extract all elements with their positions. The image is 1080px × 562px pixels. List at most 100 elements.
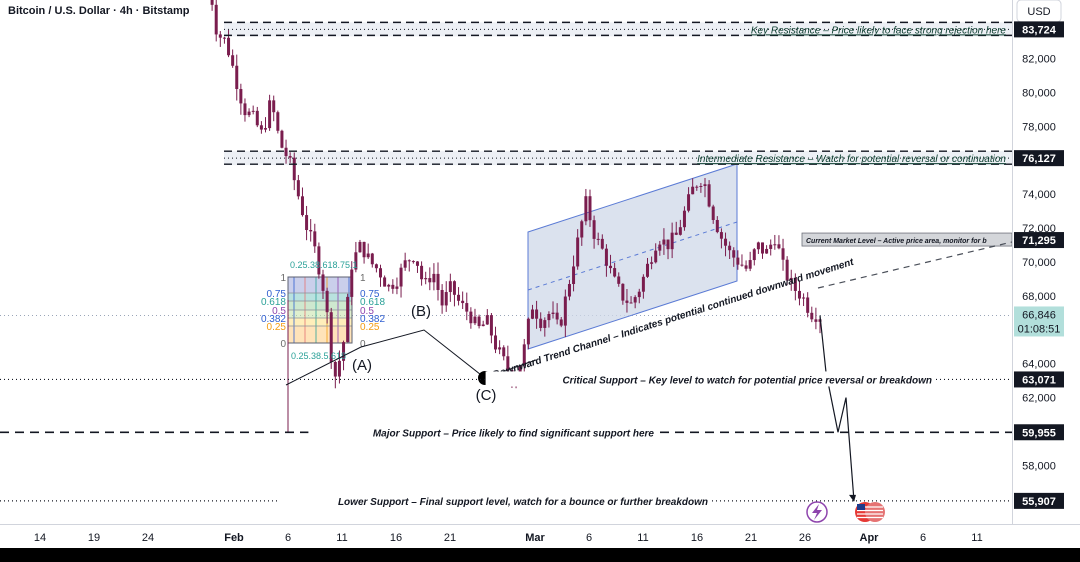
candle-body (309, 230, 313, 232)
level-price-tag (1014, 371, 1064, 388)
candle-body (670, 232, 674, 250)
candle-body (366, 253, 370, 258)
y-tick-label: 78,000 (1022, 121, 1056, 133)
level-price-tag (1014, 150, 1064, 167)
candle-body (744, 265, 748, 269)
bottom-bar (0, 548, 1080, 562)
level-annotation-bg (485, 371, 936, 387)
level-price-tag (1014, 492, 1064, 509)
candle-body (555, 312, 559, 320)
candle-body (399, 267, 403, 287)
candle-body (424, 278, 428, 280)
y-tick-label: 70,000 (1022, 257, 1056, 269)
candle-body (547, 313, 551, 321)
candle-body (592, 220, 596, 239)
fib-band (288, 326, 352, 343)
candle-body (506, 356, 510, 370)
candle-body (596, 238, 600, 240)
candle-body (485, 315, 489, 325)
candle-body (551, 312, 555, 314)
x-tick-label: 21 (745, 532, 757, 544)
x-tick-label: 11 (637, 532, 648, 544)
candle-body (239, 89, 243, 104)
candle-body (300, 196, 304, 216)
candle-body (703, 184, 707, 187)
candle-body (210, 0, 214, 5)
candle-body (342, 342, 346, 361)
candle-body (572, 266, 576, 285)
y-tick-label: 62,000 (1022, 393, 1056, 405)
level-annotation: Intermediate Resistance – Watch for pote… (697, 154, 1006, 165)
candle-body (498, 347, 502, 350)
candle-body (522, 344, 526, 366)
x-tick-label: Feb (224, 532, 244, 544)
candle-body (284, 147, 288, 157)
candle-body (707, 184, 711, 207)
candle-body (457, 294, 461, 301)
x-tick-label: 14 (34, 532, 46, 544)
candle-body (448, 281, 452, 293)
candle-body (543, 320, 547, 328)
candle-body (432, 273, 436, 283)
fib-band (288, 277, 352, 293)
fib-level-label-right: 0.75 (360, 289, 380, 300)
wave-label: (B) (411, 303, 431, 320)
candle-body (645, 263, 649, 277)
candle-body (383, 277, 387, 287)
candle-body (559, 319, 563, 326)
candle-body (658, 244, 662, 251)
candle-body (666, 239, 670, 250)
x-tick-label: 16 (691, 532, 703, 544)
candle-body (333, 362, 337, 377)
candle-body (736, 257, 740, 265)
candle-body (633, 297, 637, 303)
candle-body (691, 186, 695, 195)
candle-body (781, 248, 785, 260)
candle-body (313, 231, 317, 247)
countdown-label: 01:08:51 (1018, 323, 1061, 335)
candle-body (687, 194, 691, 211)
fib-level-label-left: 1 (280, 273, 286, 284)
current-price-label: 66,846 (1022, 309, 1056, 321)
candle-body (272, 100, 276, 113)
candle-body (584, 196, 588, 222)
candle-body (337, 360, 341, 377)
level-annotation: Key Resistance – Price likely to face st… (751, 25, 1007, 36)
candle-body (329, 312, 333, 363)
candle-body (440, 289, 444, 306)
candle-body (218, 34, 222, 38)
y-tick-label: 64,000 (1022, 359, 1056, 371)
candle-body (489, 315, 493, 336)
candle-body (806, 297, 810, 313)
fib-level-label-left: 0 (280, 339, 286, 350)
y-tick-label: 68,000 (1022, 291, 1056, 303)
currency-button-label[interactable]: USD (1027, 6, 1050, 18)
candle-body (535, 309, 539, 319)
candle-body (625, 300, 629, 303)
candle-body (477, 316, 481, 327)
candle-body (748, 260, 752, 269)
level-annotation: Current Market Level – Active price area… (806, 238, 987, 245)
candle-body (769, 244, 773, 249)
lightning-icon (812, 504, 822, 520)
candle-body (682, 210, 686, 228)
y-tick-label: 80,000 (1022, 88, 1056, 100)
candle-body (765, 248, 769, 254)
candle-body (292, 157, 296, 181)
x-tick-label: 11 (971, 532, 982, 544)
fib-level-label-right: 0 (360, 339, 366, 350)
candle-body (576, 237, 580, 267)
candle-body (387, 284, 391, 287)
x-tick-label: 11 (336, 532, 347, 544)
fib-level-label-right: 1 (360, 273, 366, 284)
fib-level-label-right: 0.382 (360, 314, 385, 325)
candle-body (752, 249, 756, 261)
candle-body (296, 180, 300, 197)
candle-body (756, 242, 760, 250)
candle-body (728, 245, 732, 251)
candle-body (247, 111, 251, 116)
candle-body (617, 276, 621, 284)
candle-body (760, 242, 764, 254)
us-flag-icon (857, 504, 865, 510)
